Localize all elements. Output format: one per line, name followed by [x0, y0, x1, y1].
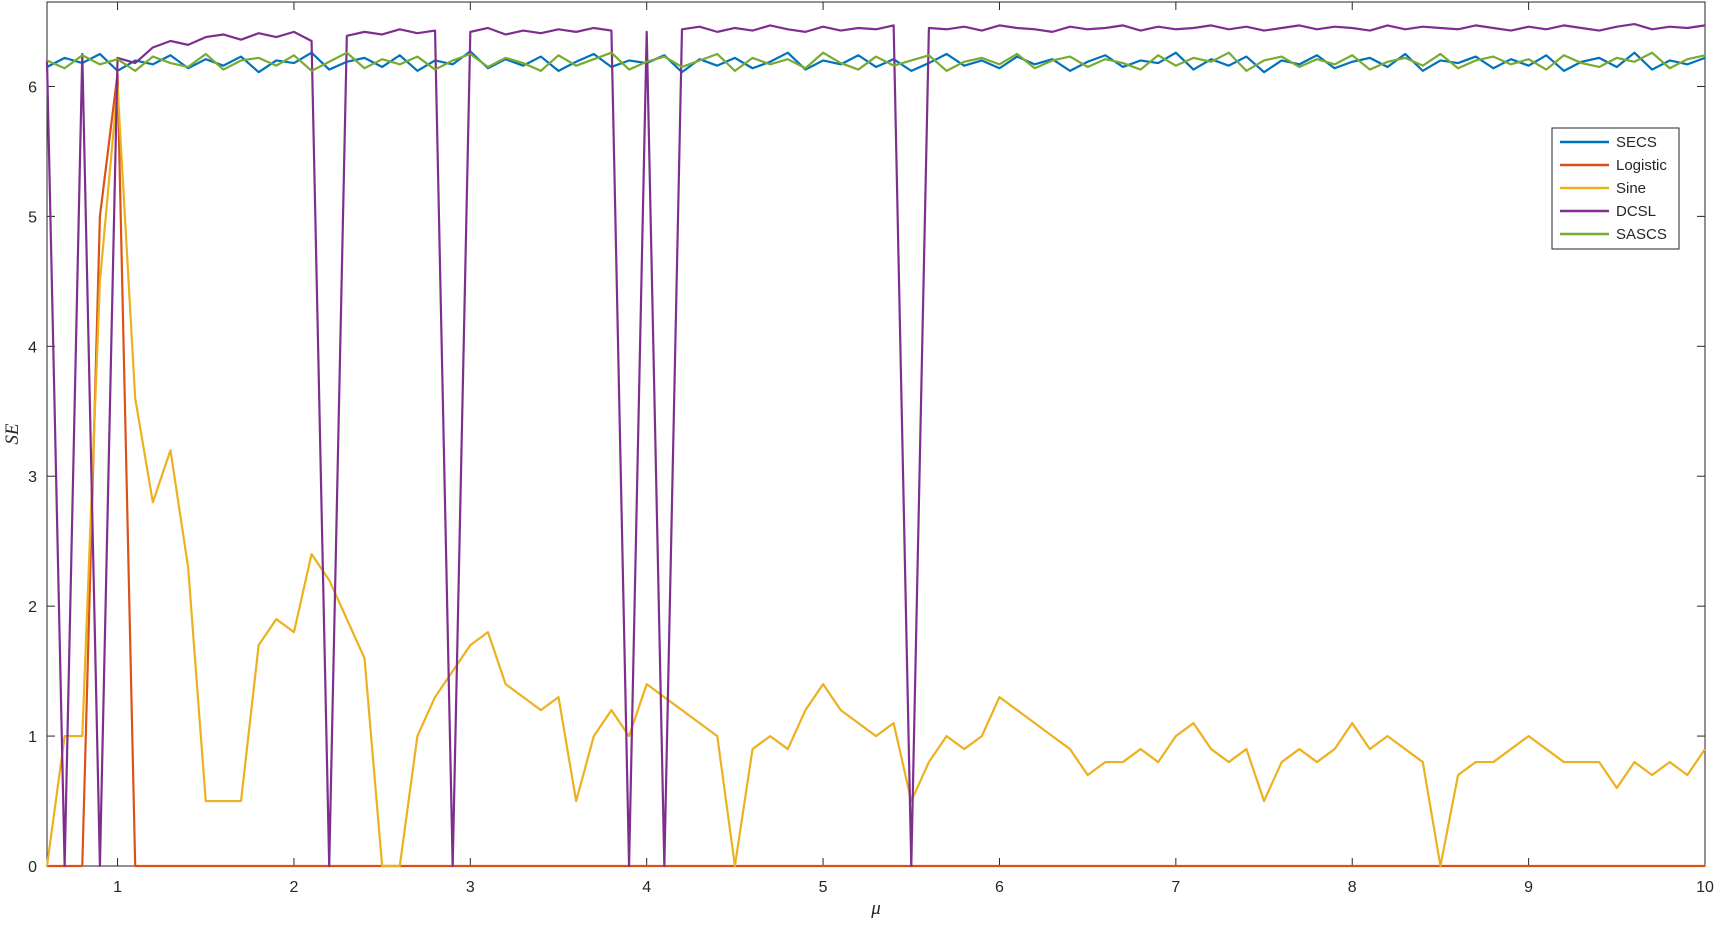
y-tick-label: 4 [28, 339, 37, 356]
x-axis-label: μ [870, 898, 881, 919]
x-tick-label: 8 [1348, 879, 1357, 896]
x-tick-label: 6 [995, 879, 1004, 896]
x-tick-label: 5 [819, 879, 828, 896]
x-tick-label: 4 [642, 879, 651, 896]
plot-frame [46, 1, 1706, 867]
x-tick-label: 2 [289, 879, 298, 896]
series-line [45, 22, 1706, 868]
y-tick-label: 5 [28, 209, 37, 226]
x-tick-label: 10 [1696, 879, 1714, 896]
y-axis-label: SE [2, 423, 23, 445]
y-tick-label: 6 [28, 79, 37, 96]
legend-label: Logistic [1616, 157, 1667, 174]
y-tick-label: 3 [28, 469, 37, 486]
y-tick-label: 2 [28, 599, 37, 616]
x-tick-label: 1 [113, 879, 122, 896]
x-tick-label: 3 [466, 879, 475, 896]
series-line [47, 72, 1705, 868]
y-tick-label: 1 [28, 729, 37, 746]
series-line [46, 51, 1706, 72]
legend-label: Sine [1616, 180, 1646, 197]
x-tick-label: 7 [1171, 879, 1180, 896]
legend-label: SECS [1616, 134, 1657, 151]
y-tick-label: 0 [28, 859, 37, 876]
legend-label: DCSL [1616, 203, 1656, 220]
legend-label: SASCS [1616, 226, 1667, 243]
x-tick-label: 9 [1524, 879, 1533, 896]
